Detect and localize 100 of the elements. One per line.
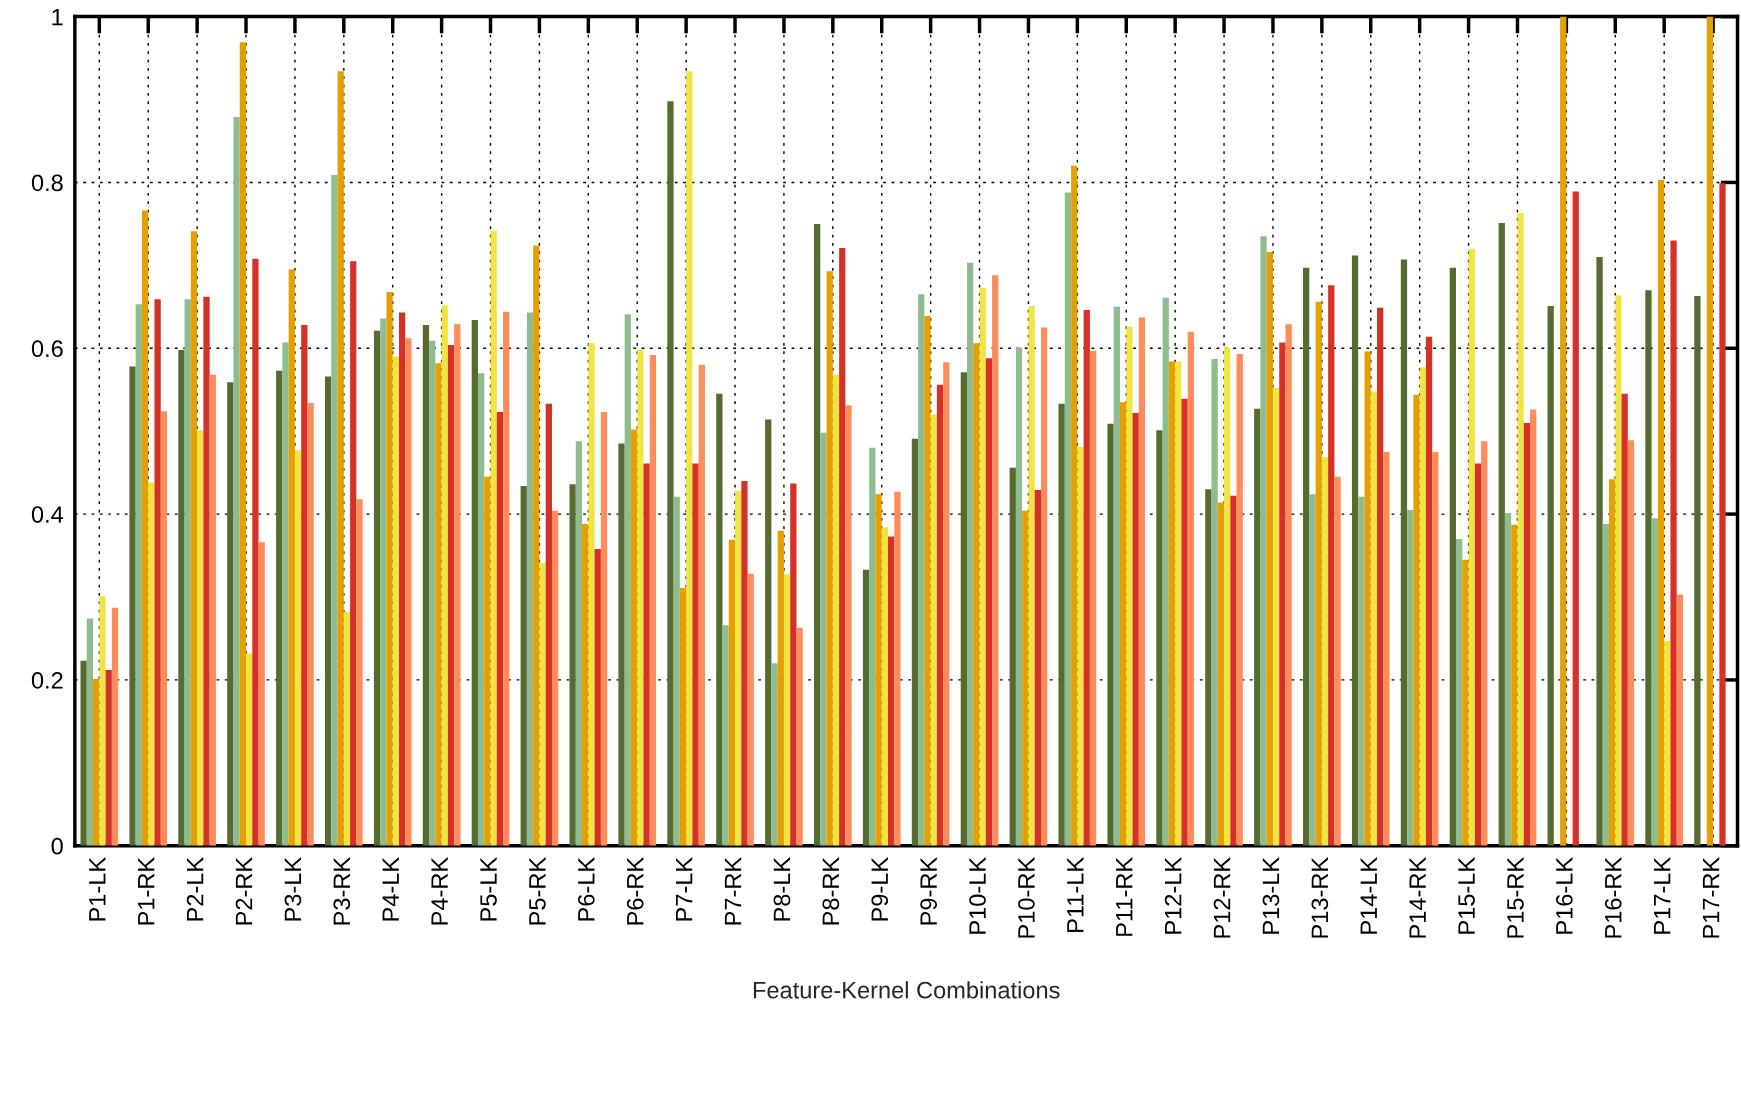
bar	[1162, 297, 1169, 846]
bar	[496, 412, 504, 846]
x-tick-label: P4-LK	[382, 857, 399, 921]
bar	[343, 611, 351, 846]
bar	[503, 311, 510, 846]
bar	[184, 299, 191, 846]
bar	[1009, 467, 1016, 846]
bar	[252, 258, 259, 846]
bar	[966, 262, 974, 846]
bar	[380, 318, 387, 846]
bar	[1560, 16, 1567, 846]
bar	[1400, 259, 1408, 846]
bar	[337, 71, 344, 846]
bar	[111, 607, 119, 846]
bar	[1449, 267, 1457, 846]
x-tick-label: P4-RK	[431, 857, 448, 925]
x-tick-label: P15-LK	[1458, 857, 1475, 934]
bar	[93, 679, 100, 846]
x-tick-label: P14-RK	[1409, 857, 1426, 938]
bar	[1083, 310, 1090, 846]
bar	[1468, 248, 1475, 846]
bar	[1064, 192, 1072, 846]
bar	[1523, 422, 1531, 846]
bar	[1315, 301, 1322, 846]
bar	[667, 101, 674, 846]
bar	[575, 441, 583, 846]
bar	[282, 342, 289, 846]
bar	[728, 539, 736, 846]
bar	[477, 373, 485, 846]
bar	[1547, 305, 1554, 846]
bar	[911, 438, 919, 846]
bar	[985, 358, 993, 846]
bar	[1608, 479, 1616, 846]
bar	[1119, 402, 1127, 846]
bar	[569, 484, 576, 846]
bar	[350, 261, 357, 846]
bar	[594, 548, 601, 846]
bar	[429, 340, 436, 846]
bar	[960, 372, 967, 846]
bar	[520, 485, 527, 846]
bar	[1425, 336, 1433, 846]
bar	[814, 223, 821, 846]
bar	[1383, 451, 1390, 846]
bar	[1474, 463, 1482, 846]
bar	[1077, 446, 1084, 846]
y-tick-label: 0.2	[31, 671, 63, 689]
x-tick-label: P5-RK	[529, 857, 546, 925]
x-tick-label: P16-RK	[1604, 857, 1622, 938]
bar	[1303, 267, 1310, 846]
x-tick-label: P10-RK	[1018, 857, 1035, 938]
bar	[441, 305, 448, 846]
bar	[1217, 502, 1225, 846]
bar	[1309, 494, 1316, 846]
bar	[1230, 495, 1237, 846]
bar	[1132, 412, 1139, 846]
bar	[1334, 476, 1341, 846]
bar	[80, 660, 87, 846]
x-tick-label: P1-LK	[89, 857, 106, 921]
bar	[190, 231, 198, 846]
bar	[1407, 509, 1414, 846]
bar	[1511, 524, 1518, 846]
bar	[545, 403, 552, 846]
bar	[771, 663, 778, 846]
bar	[582, 524, 589, 846]
y-tick-label: 0	[51, 837, 63, 855]
bar	[1694, 296, 1701, 846]
bar	[1627, 440, 1635, 846]
bar	[209, 374, 216, 846]
bar	[1517, 213, 1524, 846]
bar	[246, 653, 253, 846]
bar	[1462, 559, 1469, 846]
bar	[233, 116, 240, 846]
bar	[356, 499, 363, 846]
bar	[1377, 307, 1384, 846]
x-tick-label: P8-RK	[822, 857, 840, 925]
bar	[422, 325, 430, 846]
bar	[722, 625, 729, 846]
bar	[1481, 441, 1488, 846]
bar	[820, 432, 827, 846]
x-tick-label: P16-LK	[1555, 857, 1573, 934]
bar	[1279, 342, 1286, 846]
bar	[698, 364, 705, 846]
bar	[1168, 361, 1176, 846]
bar	[790, 483, 797, 846]
bar	[1456, 538, 1463, 846]
x-tick-label: P17-RK	[1702, 857, 1720, 938]
bar	[630, 429, 638, 846]
x-tick-label: P10-LK	[969, 857, 986, 934]
x-tick-label: P11-RK	[1116, 857, 1133, 936]
bar	[331, 174, 338, 846]
bar	[526, 312, 534, 846]
x-tick-label: P13-RK	[1311, 857, 1329, 938]
bar	[894, 491, 901, 846]
x-tick-label: P12-LK	[1164, 857, 1182, 934]
bar	[765, 419, 772, 846]
bar	[973, 343, 980, 846]
bar	[1156, 430, 1163, 846]
x-tick-label: P12-RK	[1213, 857, 1231, 938]
bar	[301, 325, 308, 846]
bar	[979, 287, 986, 846]
